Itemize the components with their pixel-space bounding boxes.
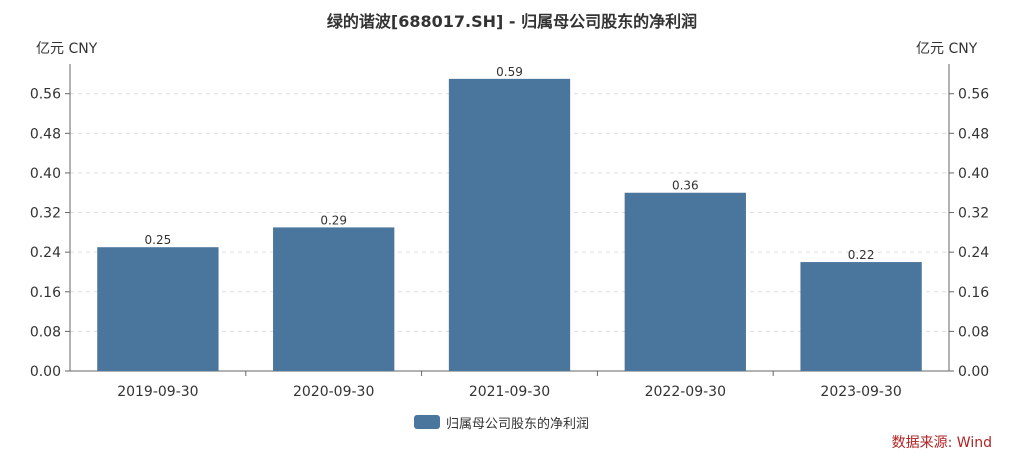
data-label: 0.36 [672,179,699,193]
x-tick-label: 2019-09-30 [117,384,198,400]
y-tick-label-right: 0.08 [958,324,989,340]
legend-swatch [414,415,440,429]
bar [448,78,571,372]
x-tick-label: 2023-09-30 [820,384,901,400]
x-tick-label: 2020-09-30 [293,384,374,400]
y-tick-label-left: 0.56 [30,87,61,103]
x-tick-label: 2021-09-30 [469,384,550,400]
y-tick-label-left: 0.08 [30,324,61,340]
y-tick-label-right: 0.32 [958,206,989,222]
data-label: 0.59 [496,65,523,79]
y-axis-unit-left: 亿元 CNY [36,41,98,57]
bar [97,247,219,371]
x-tick-label: 2022-09-30 [645,384,726,400]
y-axis-unit-right: 亿元 CNY [916,41,978,57]
y-tick-label-left: 0.32 [30,206,61,222]
y-tick-label-right: 0.16 [958,285,989,301]
bar [273,227,395,371]
data-label: 0.22 [848,248,875,262]
legend-label: 归属母公司股东的净利润 [446,416,590,432]
legend[interactable]: 归属母公司股东的净利润 [414,413,590,432]
y-tick-label-right: 0.56 [958,87,989,103]
data-label: 0.29 [320,213,347,227]
y-tick-label-right: 0.40 [958,166,989,182]
chart-title: 绿的谐波[688017.SH] - 归属母公司股东的净利润 [326,12,698,31]
y-tick-label-right: 0.00 [958,364,989,380]
data-source: 数据来源: Wind [891,435,992,451]
y-tick-label-right: 0.24 [958,245,989,261]
bar [800,262,922,371]
y-tick-label-left: 0.00 [30,364,61,380]
data-label: 0.25 [145,233,172,247]
y-tick-label-left: 0.16 [30,285,61,301]
bar [624,192,746,371]
y-tick-label-left: 0.24 [30,245,61,261]
y-tick-label-left: 0.48 [30,126,61,142]
y-tick-label-left: 0.40 [30,166,61,182]
y-tick-label-right: 0.48 [958,126,989,142]
